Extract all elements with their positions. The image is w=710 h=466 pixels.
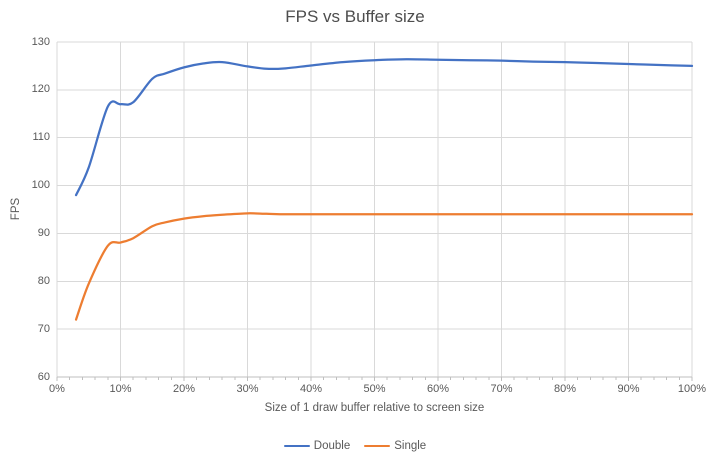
x-tick-label: 70%	[490, 383, 513, 395]
y-tick-label: 60	[37, 370, 50, 383]
legend-item-double: Double	[283, 440, 351, 452]
legend-label: Single	[394, 440, 427, 452]
x-tick-label: 30%	[236, 383, 259, 395]
x-tick-label: 40%	[299, 383, 323, 395]
x-tick-label: 80%	[553, 383, 577, 395]
legend: Double Single	[0, 440, 710, 452]
chart-title: FPS vs Buffer size	[285, 7, 425, 26]
x-tick-label: 60%	[426, 383, 450, 395]
y-tick-label: 120	[31, 83, 50, 96]
x-tick-label: 20%	[172, 383, 196, 395]
y-axis-title: FPS	[10, 197, 22, 221]
y-tick-label: 100	[31, 179, 50, 192]
legend-line-swatch	[283, 444, 310, 448]
x-tick-label: 100%	[677, 383, 707, 395]
y-tick-label: 80	[37, 274, 50, 287]
legend-item-single: Single	[364, 440, 426, 452]
x-tick-label: 0%	[49, 383, 65, 395]
legend-label: Double	[313, 440, 351, 452]
series-line-single	[74, 212, 694, 321]
y-tick-label: 110	[32, 131, 50, 144]
series-line-double	[74, 58, 694, 197]
y-tick-label: 90	[37, 226, 50, 239]
x-tick-label: 90%	[617, 383, 640, 395]
x-tick-label: 10%	[109, 383, 132, 395]
legend-line-swatch	[364, 444, 391, 448]
y-tick-label: 130	[31, 35, 50, 48]
x-tick-label: 50%	[363, 383, 386, 395]
y-tick-label: 70	[37, 322, 50, 335]
x-axis-title: Size of 1 draw buffer relative to screen…	[264, 402, 485, 414]
